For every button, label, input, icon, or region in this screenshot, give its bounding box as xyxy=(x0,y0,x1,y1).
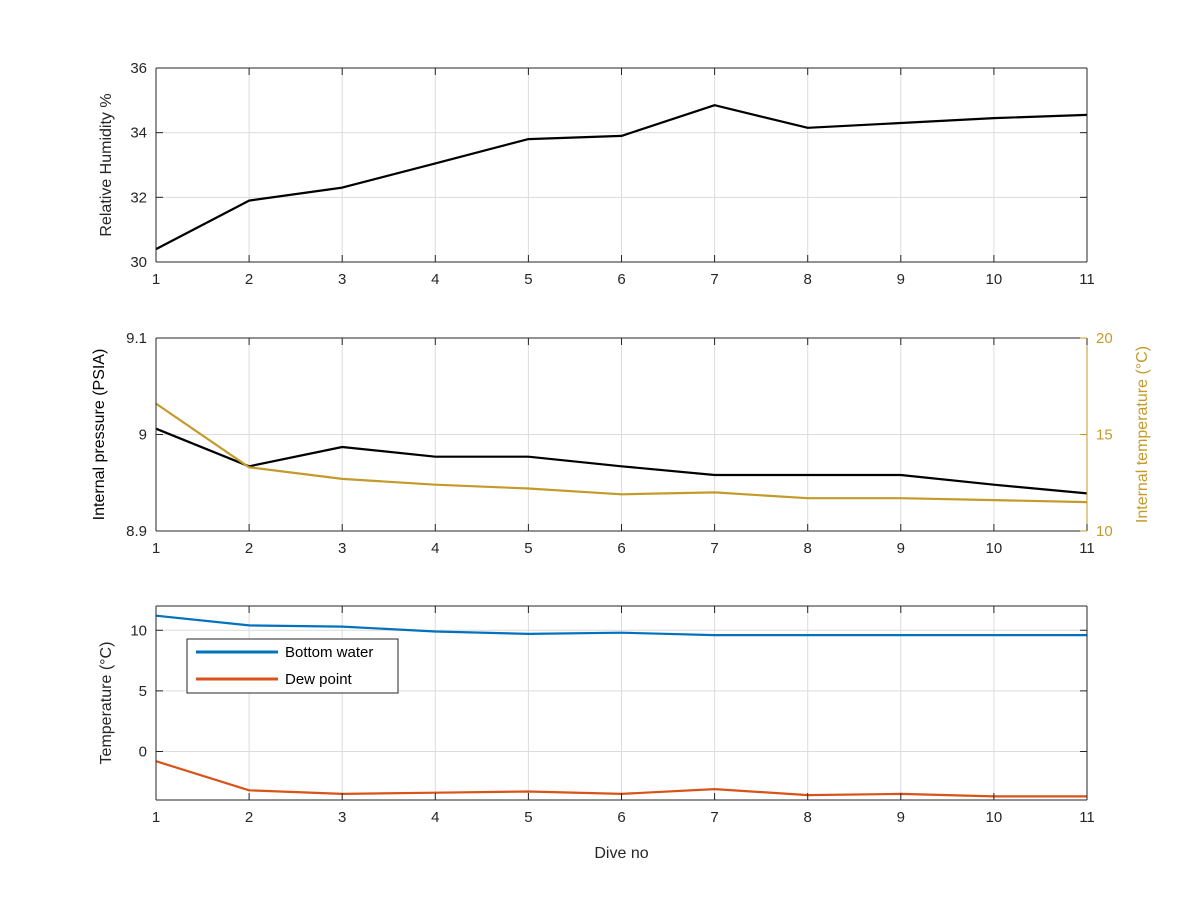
legend: Bottom water Dew point xyxy=(186,638,399,694)
y-tick-label-right: 20 xyxy=(1096,330,1113,347)
y-axis-label-right: Internal temperature (°C) xyxy=(1134,346,1151,523)
x-tick-label: 8 xyxy=(804,540,812,557)
x-tick-label: 1 xyxy=(152,540,160,557)
x-tick-label: 9 xyxy=(897,540,905,557)
water-dewpoint-temperature-panel: 1 2 3 4 5 6 7 8 9 10 11 0 5 10 Temperature (°C) Dive no… xyxy=(98,605,1095,862)
x-tick-label: 7 xyxy=(710,540,718,557)
x-tick-label: 6 xyxy=(617,540,625,557)
x-tick-label: 3 xyxy=(338,540,346,557)
x-tick-label: 7 xyxy=(710,809,718,826)
x-tick-label: 9 xyxy=(897,809,905,826)
x-tick-label: 4 xyxy=(431,271,439,288)
y-tick-label: 36 xyxy=(130,60,147,77)
y-tick-label: 9.1 xyxy=(126,330,147,347)
x-tick-label: 10 xyxy=(986,271,1003,288)
x-tick-label: 1 xyxy=(152,809,160,826)
y-tick-label: 0 xyxy=(139,744,147,761)
x-tick-label: 9 xyxy=(897,271,905,288)
x-tick-label: 6 xyxy=(617,809,625,826)
series-line-bottom-water xyxy=(155,614,1087,637)
x-tick-label: 1 xyxy=(152,271,160,288)
y-tick-label-right: 10 xyxy=(1096,523,1113,540)
y-tick-label: 8.9 xyxy=(126,523,147,540)
x-tick-label: 2 xyxy=(245,540,253,557)
x-tick-label: 10 xyxy=(986,540,1003,557)
series-line-left-axis xyxy=(155,104,1088,251)
legend-label: Dew point xyxy=(285,671,353,688)
x-tick-label: 2 xyxy=(245,809,253,826)
y-axis-label: Relative Humidity % xyxy=(98,93,115,236)
x-tick-label: 4 xyxy=(431,809,439,826)
x-tick-label: 11 xyxy=(1079,809,1095,826)
x-tick-label: 5 xyxy=(524,271,532,288)
y-tick-label: 32 xyxy=(130,189,147,206)
series-line-right-axis xyxy=(155,402,1088,504)
x-tick-label: 4 xyxy=(431,540,439,557)
x-tick-label: 11 xyxy=(1079,540,1095,557)
x-tick-label: 7 xyxy=(710,271,718,288)
x-tick-label: 8 xyxy=(804,271,812,288)
x-tick-label: 2 xyxy=(245,271,253,288)
x-tick-label: 5 xyxy=(524,809,532,826)
y-tick-label: 9 xyxy=(139,427,147,444)
x-tick-label: 5 xyxy=(524,540,532,557)
y-axis-label: Temperature (°C) xyxy=(98,642,115,765)
x-tick-label: 3 xyxy=(338,271,346,288)
y-tick-label: 30 xyxy=(130,254,147,271)
legend-label: Bottom water xyxy=(285,644,373,661)
x-tick-label: 8 xyxy=(804,809,812,826)
x-tick-label: 10 xyxy=(986,809,1003,826)
y-tick-label: 5 xyxy=(139,683,147,700)
x-tick-label: 3 xyxy=(338,809,346,826)
series-line-left-axis xyxy=(155,427,1088,495)
y-tick-label: 10 xyxy=(130,622,147,639)
x-tick-label: 6 xyxy=(617,271,625,288)
x-tick-label: 11 xyxy=(1079,271,1095,288)
y-tick-label: 34 xyxy=(130,125,147,142)
x-axis-label: Dive no xyxy=(594,845,648,862)
legend-box xyxy=(186,638,399,694)
y-axis-label: Internal pressure (PSIA) xyxy=(91,349,108,521)
y-tick-label-right: 15 xyxy=(1096,427,1113,444)
